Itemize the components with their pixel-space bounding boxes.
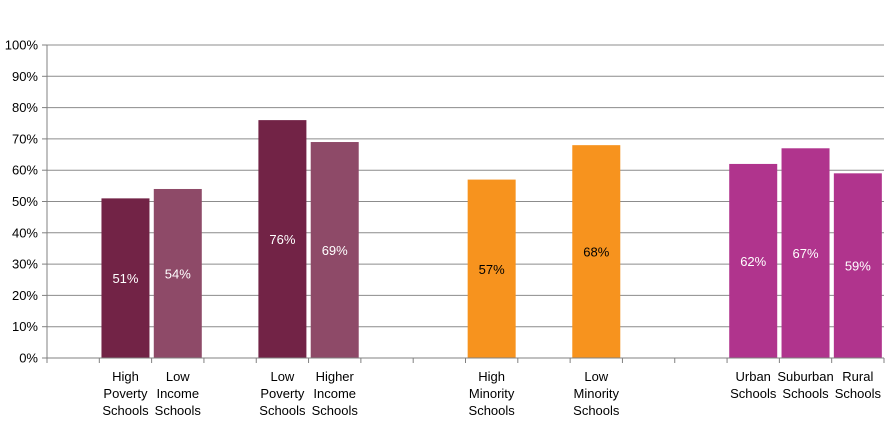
- bar: [467, 179, 516, 358]
- bar: [310, 142, 359, 358]
- data-labels: 51% 54% 76% 69% 57% 68% 62% 67% 59%: [112, 232, 871, 286]
- data-label: 59%: [845, 259, 871, 274]
- bars: [101, 120, 882, 359]
- bar: [153, 188, 202, 358]
- category-label: Urban Schools: [730, 369, 777, 401]
- y-tick-label: 90%: [12, 69, 38, 84]
- bar: [258, 120, 307, 359]
- category-label: Rural Schools: [835, 369, 882, 401]
- bar: [572, 145, 621, 358]
- y-tick-label: 80%: [12, 100, 38, 115]
- y-tick-label: 100%: [5, 38, 39, 53]
- category-label: High Poverty Schools: [102, 369, 149, 418]
- data-label: 62%: [740, 254, 766, 269]
- y-tick-label: 20%: [12, 288, 38, 303]
- y-tick-label: 0%: [19, 351, 38, 366]
- data-label: 67%: [793, 246, 819, 261]
- y-tick-label: 40%: [12, 225, 38, 240]
- category-label: Higher Income Schools: [312, 369, 359, 418]
- y-tick-label: 30%: [12, 257, 38, 272]
- data-label: 68%: [583, 245, 609, 260]
- category-label: High Minority Schools: [469, 369, 516, 418]
- bar: [833, 173, 882, 358]
- y-tick-label: 60%: [12, 163, 38, 178]
- category-label: Low Poverty Schools: [259, 369, 306, 418]
- bar: [781, 148, 830, 358]
- y-tick-label: 10%: [12, 319, 38, 334]
- y-tick-label: 70%: [12, 131, 38, 146]
- data-label: 54%: [165, 266, 191, 281]
- y-tick-label: 50%: [12, 194, 38, 209]
- bar: [101, 198, 150, 358]
- category-label: Suburban Schools: [777, 369, 833, 401]
- data-label: 69%: [322, 243, 348, 258]
- category-label: Low Minority Schools: [573, 369, 620, 418]
- category-label: Low Income Schools: [155, 369, 202, 418]
- data-label: 57%: [479, 262, 505, 277]
- bar: [729, 163, 778, 358]
- data-label: 76%: [269, 232, 295, 247]
- data-label: 51%: [112, 271, 138, 286]
- y-axis-tick-labels: 0% 10% 20% 30% 40% 50% 60% 70% 80% 90% 100%: [5, 38, 39, 366]
